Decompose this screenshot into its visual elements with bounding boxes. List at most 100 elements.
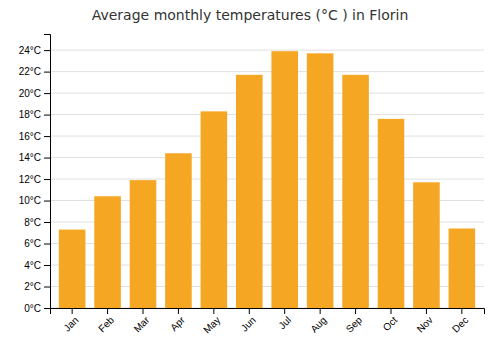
- title: Average monthly temperatures (°C ) in Fl…: [92, 7, 409, 23]
- y-tick-label: 24°C: [19, 45, 41, 56]
- x-tick-mark: [320, 308, 321, 314]
- y-tick-label: 14°C: [19, 152, 41, 163]
- x-tick: Jan: [61, 308, 80, 334]
- y-tick: 8°C: [24, 217, 50, 228]
- bar: [449, 228, 476, 308]
- bar: [307, 53, 334, 308]
- grid-line: [50, 157, 484, 158]
- y-tick: 22°C: [19, 66, 50, 77]
- y-tick-label: 12°C: [19, 174, 41, 185]
- grid-line: [50, 71, 484, 72]
- y-tick-mark: [44, 201, 50, 202]
- y-tick-mark: [44, 179, 50, 180]
- y-tick-mark: [44, 72, 50, 73]
- x-tick: Aug: [308, 308, 328, 335]
- y-tick: 12°C: [19, 174, 50, 185]
- y-tick-label: 18°C: [19, 109, 41, 120]
- x-tick-mark: [178, 308, 179, 314]
- y-tick-mark: [44, 158, 50, 159]
- y-tick-mark: [44, 115, 50, 116]
- x-tick-mark: [213, 308, 214, 314]
- x-tick-label: Mar: [132, 314, 152, 334]
- x-axis: Jan Feb Mar Apr May Jun Jul Aug Sep Oct Nov Dec: [51, 308, 485, 336]
- bar: [271, 51, 298, 308]
- x-tick: Jul: [276, 308, 293, 331]
- y-tick: 20°C: [19, 88, 50, 99]
- bar: [165, 153, 192, 308]
- y-axis-line: [44, 35, 51, 309]
- x-tick: Feb: [96, 308, 116, 334]
- y-tick-mark: [44, 244, 50, 245]
- x-axis-line: [51, 309, 485, 315]
- y-tick: 16°C: [19, 131, 50, 142]
- grid-line: [50, 93, 484, 94]
- bar: [342, 75, 369, 308]
- x-tick-label: Nov: [415, 314, 435, 334]
- y-tick: 18°C: [19, 109, 50, 120]
- y-tick-label: 10°C: [19, 195, 41, 206]
- x-tick: Sep: [344, 308, 365, 335]
- y-tick-label: 8°C: [24, 217, 41, 228]
- y-tick-label: 0°C: [24, 303, 41, 314]
- x-tick-mark: [249, 308, 250, 314]
- y-tick: 2°C: [24, 281, 50, 292]
- x-tick-mark: [72, 308, 73, 314]
- x-tick-label: Feb: [96, 314, 116, 334]
- x-tick-mark: [461, 308, 462, 314]
- x-tick-label: Sep: [344, 314, 365, 335]
- y-tick-label: 4°C: [24, 260, 41, 271]
- y-tick: 24°C: [19, 45, 50, 56]
- x-tick-label: Dec: [450, 314, 470, 334]
- x-tick-mark: [107, 308, 108, 314]
- bar: [378, 119, 405, 308]
- x-tick: Mar: [132, 308, 152, 334]
- y-tick: 4°C: [24, 260, 50, 271]
- x-tick: Oct: [381, 308, 400, 333]
- y-tick-mark: [44, 136, 50, 137]
- y-tick-label: 2°C: [24, 281, 41, 292]
- x-tick: Apr: [168, 308, 187, 333]
- bar: [201, 111, 228, 308]
- y-tick-label: 20°C: [19, 88, 41, 99]
- x-tick: Dec: [450, 308, 470, 335]
- y-tick-label: 22°C: [19, 66, 41, 77]
- plot: 0°C 2°C 4°C 6°C 8°C 10°C 12°C 14°C 16°C 18°C 20°C 2…: [19, 35, 485, 336]
- x-tick-mark: [143, 308, 144, 314]
- x-tick-label: Aug: [308, 314, 328, 334]
- bars: [59, 51, 475, 308]
- y-tick-mark: [44, 265, 50, 266]
- bar: [236, 75, 263, 308]
- y-tick-label: 6°C: [24, 238, 41, 249]
- y-tick-mark: [44, 50, 50, 51]
- x-tick-mark: [391, 308, 392, 314]
- grid-line: [50, 136, 484, 137]
- bar: [59, 230, 86, 308]
- chart: 0°C 2°C 4°C 6°C 8°C 10°C 12°C 14°C 16°C 18°C 20°C 2…: [0, 0, 500, 350]
- grid-line: [50, 114, 484, 115]
- x-tick-label: Jul: [276, 314, 293, 331]
- y-axis: 0°C 2°C 4°C 6°C 8°C 10°C 12°C 14°C 16°C 18°C 20°C 2…: [19, 35, 51, 314]
- x-tick: Nov: [415, 308, 435, 335]
- x-tick-label: Jan: [61, 314, 80, 333]
- x-tick-label: Jun: [239, 314, 258, 333]
- x-tick-mark: [284, 308, 285, 314]
- y-tick-mark: [44, 222, 50, 223]
- bar: [413, 182, 440, 308]
- y-tick-label: 16°C: [19, 131, 41, 142]
- y-tick: 6°C: [24, 238, 50, 249]
- x-tick-label: Oct: [381, 314, 400, 333]
- y-tick: 10°C: [19, 195, 50, 206]
- y-tick: 0°C: [24, 303, 50, 314]
- grid-line: [50, 179, 484, 180]
- y-tick-mark: [44, 308, 50, 309]
- x-tick-mark: [426, 308, 427, 314]
- grid: [50, 50, 484, 308]
- x-tick-label: Apr: [168, 314, 187, 333]
- y-tick-mark: [44, 287, 50, 288]
- x-tick: Jun: [239, 308, 258, 334]
- bar: [94, 196, 121, 308]
- bar: [130, 180, 157, 308]
- x-tick: May: [201, 308, 222, 336]
- y-tick-mark: [44, 93, 50, 94]
- grid-line: [50, 50, 484, 51]
